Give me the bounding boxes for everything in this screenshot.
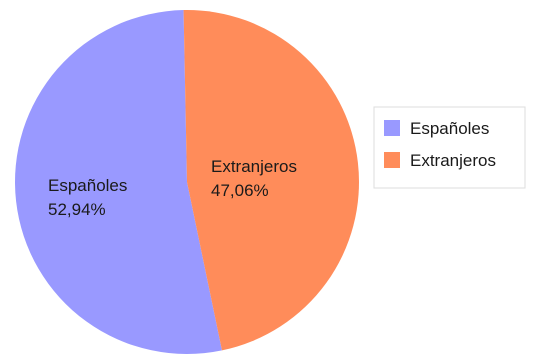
pie-slices (15, 10, 359, 354)
legend-label-espanoles: Españoles (410, 119, 489, 138)
pie-slice-espanoles (15, 10, 222, 354)
slice-label-espanoles: Españoles (48, 176, 127, 195)
legend-swatch-espanoles (384, 120, 400, 136)
slice-value-espanoles: 52,94% (48, 200, 106, 219)
legend-swatch-extranjeros (384, 152, 400, 168)
legend-label-extranjeros: Extranjeros (410, 151, 496, 170)
slice-value-extranjeros: 47,06% (211, 181, 269, 200)
slice-label-extranjeros: Extranjeros (211, 157, 297, 176)
legend: Españoles Extranjeros (373, 106, 526, 189)
pie-slice-extranjeros (183, 10, 359, 351)
slice-labels: Españoles 52,94% Extranjeros 47,06% (48, 157, 297, 219)
